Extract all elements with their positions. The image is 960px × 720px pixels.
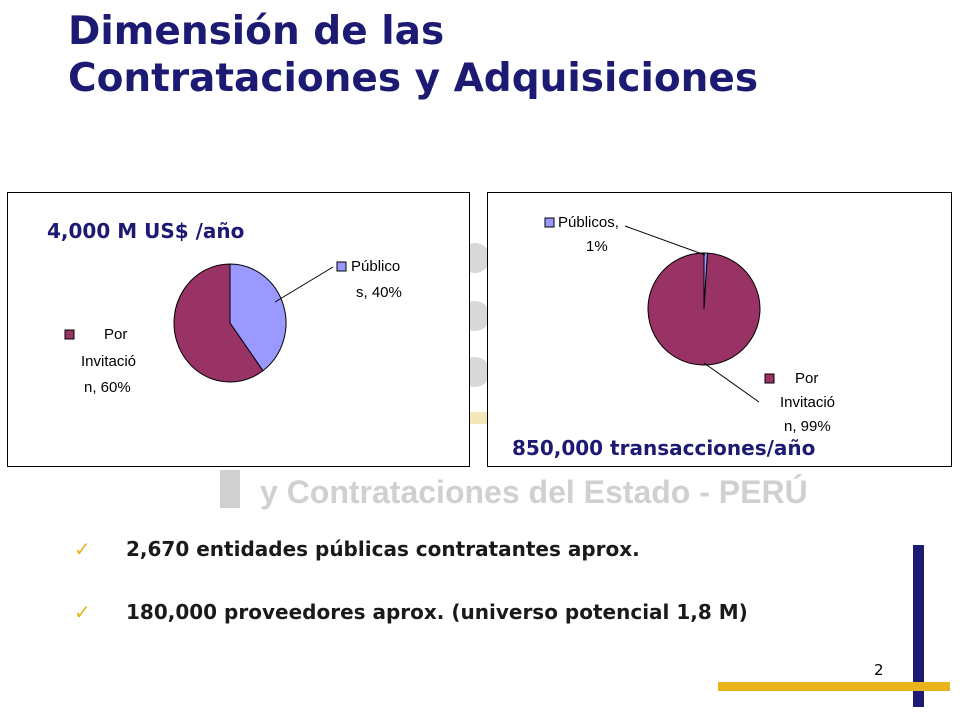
slide-title: Dimensión de las Contrataciones y Adquis…	[68, 8, 758, 102]
pie-slice-publicos	[229, 263, 287, 372]
bullet-item: ✓ 2,670 entidades públicas contratantes …	[74, 530, 748, 568]
accent-bar-vertical	[913, 545, 924, 707]
legend-swatch-publicos	[336, 261, 347, 272]
slice-label-invitacion-line-1: Por	[104, 326, 127, 343]
chart-value-label: 4,000 M US$ /año	[47, 219, 245, 243]
bullet-text: 2,670 entidades públicas contratantes ap…	[126, 537, 640, 561]
watermark-bar	[220, 470, 240, 508]
page-number: 2	[874, 661, 884, 679]
legend-swatch-publicos	[544, 217, 555, 228]
pie-slice-invitacion	[173, 263, 264, 383]
legend-swatch-invitacion	[64, 329, 75, 340]
leader-line-publicos	[624, 225, 706, 256]
slice-label-invitacion-line-3: n, 60%	[84, 379, 131, 396]
check-icon: ✓	[74, 600, 91, 624]
slice-label-invitacion-line-3: n, 99%	[784, 418, 831, 435]
pie-chart-transactions-svg: Públicos, 1% Por Invitació n, 99%	[544, 214, 835, 435]
bullet-text: 180,000 proveedores aprox. (universo pot…	[126, 600, 748, 624]
slide-title-line-2: Contrataciones y Adquisiciones	[68, 56, 759, 101]
legend-swatch-invitacion	[764, 373, 775, 384]
watermark-bar	[470, 412, 492, 424]
leader-line-invitacion	[703, 362, 760, 403]
slice-label-invitacion-line-2: Invitació	[780, 394, 835, 411]
chart-transactions-label: 850,000 transacciones/año	[512, 436, 816, 460]
slice-label-invitacion-line-2: Invitació	[81, 353, 136, 370]
pie-chart-transactions: Públicos, 1% Por Invitació n, 99% 850,00…	[487, 192, 952, 467]
bullet-list: ✓ 2,670 entidades públicas contratantes …	[74, 530, 748, 656]
slice-label-publicos-line-2: s, 40%	[356, 284, 402, 301]
slice-label-invitacion-line-1: Por	[795, 370, 818, 387]
bullet-item: ✓ 180,000 proveedores aprox. (universo p…	[74, 593, 748, 631]
slice-label-publicos-line-1: Público	[351, 258, 400, 275]
slice-label-publicos-line-2: 1%	[586, 238, 608, 255]
slide-title-line-1: Dimensión de las	[68, 9, 445, 54]
check-icon: ✓	[74, 537, 91, 561]
watermark-text: y Contrataciones del Estado - PERÚ	[260, 474, 808, 510]
pie-chart-value-svg: Público s, 40% Por Invitació n, 60%	[64, 258, 402, 396]
accent-bar-horizontal	[718, 682, 950, 691]
pie-slice-invitacion	[647, 252, 761, 366]
pie-chart-value: Público s, 40% Por Invitació n, 60% 4,00…	[7, 192, 470, 467]
slice-label-publicos-line-1: Públicos,	[558, 214, 619, 231]
leader-line-publicos	[274, 266, 334, 303]
